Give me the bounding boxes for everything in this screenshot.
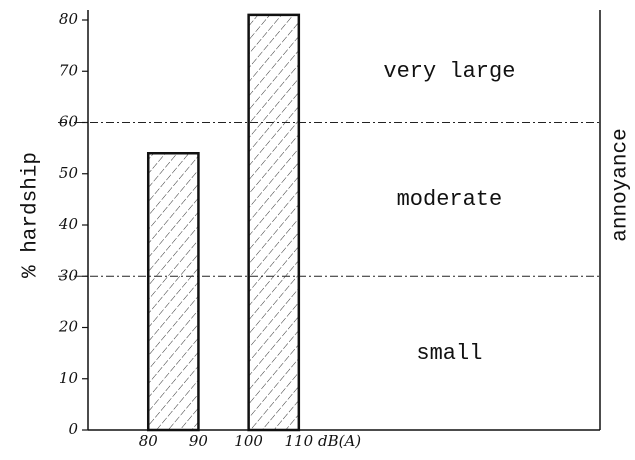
x-tick-label: 110 (285, 432, 314, 450)
x-axis-title: dB(A) (318, 432, 361, 450)
region-label: moderate (397, 187, 503, 212)
y-tick-label: 60 (59, 113, 79, 131)
bar (146, 152, 200, 432)
y-tick-label: 80 (59, 10, 79, 28)
x-tick-label: 80 (139, 432, 159, 450)
y-tick-label: 70 (59, 61, 79, 79)
y-tick-label: 40 (58, 215, 79, 233)
region-label: small (416, 341, 482, 366)
region-label: very large (383, 59, 515, 84)
y-tick-label: 0 (68, 420, 78, 438)
y-tick-label: 50 (59, 164, 79, 182)
y-tick-label: 10 (59, 369, 79, 387)
bar (247, 13, 301, 432)
x-tick-label: 90 (189, 432, 209, 450)
y-axis-title: % hardship (20, 152, 43, 278)
y2-axis-title: annoyance (610, 128, 633, 241)
y-tick-label: 30 (59, 266, 79, 284)
x-tick-label: 100 (234, 432, 263, 450)
y-tick-label: 20 (58, 318, 79, 336)
